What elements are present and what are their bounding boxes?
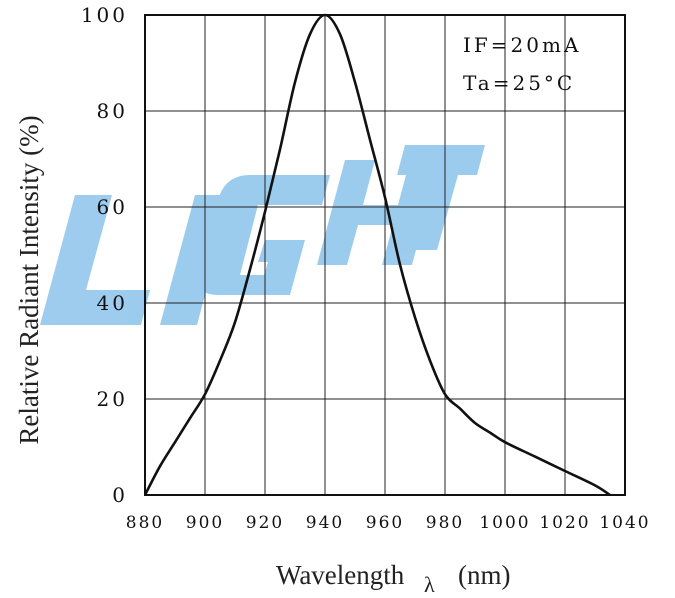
x-tick-label: 900 xyxy=(186,513,224,533)
x-tick-label: 880 xyxy=(126,513,164,533)
x-axis-title: Wavelength λ (nm) xyxy=(276,560,510,597)
y-tick-label: 20 xyxy=(97,387,128,411)
y-tick-label: 100 xyxy=(81,3,128,27)
x-tick-label: 1040 xyxy=(599,513,650,533)
annotation-box: IF=20mA Ta=25°C xyxy=(463,33,581,95)
x-tick-label: 960 xyxy=(366,513,404,533)
intensity-curve xyxy=(143,13,611,497)
x-tick-label: 940 xyxy=(306,513,344,533)
y-tick-label: 0 xyxy=(112,483,128,507)
y-axis-title: Relative Radiant Intensity (%) xyxy=(14,115,44,444)
plot-area xyxy=(143,13,626,497)
x-tick-label: 920 xyxy=(246,513,284,533)
y-tick-labels: 0 20 40 60 80 100 xyxy=(81,3,128,507)
watermark-letter-g xyxy=(198,175,330,295)
annotation-temperature: Ta=25°C xyxy=(463,71,575,95)
watermark-letter-t xyxy=(397,145,485,250)
grid-lines xyxy=(144,14,626,496)
annotation-current: IF=20mA xyxy=(463,33,581,57)
x-axis-title-unit: (nm) xyxy=(458,560,510,590)
y-tick-label: 40 xyxy=(97,291,128,315)
x-tick-label: 1000 xyxy=(479,513,530,533)
y-tick-label: 60 xyxy=(97,195,128,219)
x-tick-label: 980 xyxy=(426,513,464,533)
plot-frame xyxy=(144,14,626,496)
x-tick-labels: 880 900 920 940 960 980 1000 1020 1040 xyxy=(126,513,650,533)
watermark xyxy=(40,145,485,325)
x-axis-title-symbol: λ xyxy=(424,572,435,597)
y-tick-label: 80 xyxy=(97,99,128,123)
x-axis-title-text: Wavelength xyxy=(276,560,405,590)
x-tick-label: 1020 xyxy=(539,513,590,533)
watermark-letter-l xyxy=(40,195,150,325)
watermark-letter-h xyxy=(317,160,440,265)
